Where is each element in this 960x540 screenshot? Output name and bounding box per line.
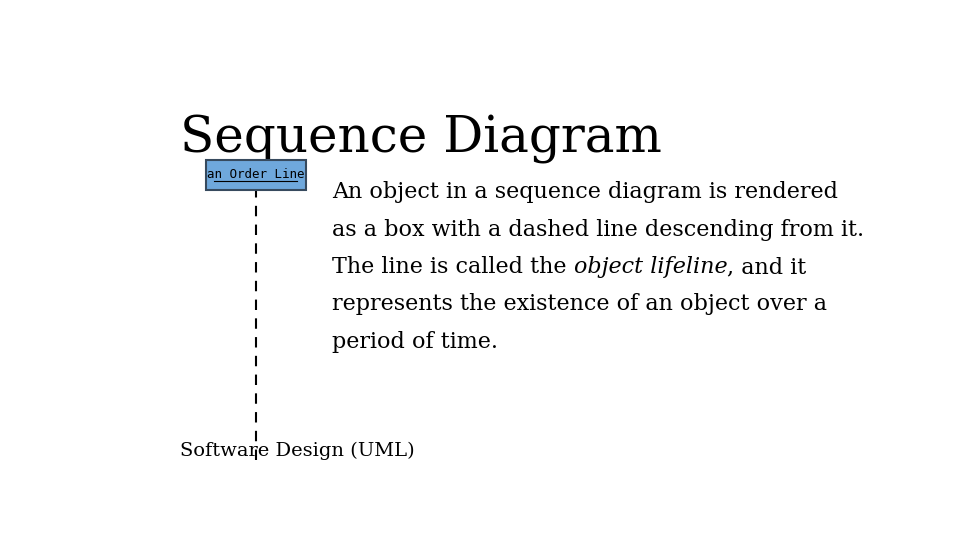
Text: as a box with a dashed line descending from it.: as a box with a dashed line descending f…: [332, 219, 864, 241]
Text: The line is called the: The line is called the: [332, 256, 574, 278]
Text: period of time.: period of time.: [332, 331, 498, 353]
Text: represents the existence of an object over a: represents the existence of an object ov…: [332, 294, 827, 315]
Text: An object in a sequence diagram is rendered: An object in a sequence diagram is rende…: [332, 181, 838, 203]
Text: an Order Line: an Order Line: [207, 168, 304, 181]
Text: Sequence Diagram: Sequence Diagram: [180, 114, 661, 164]
Text: , and it: , and it: [728, 256, 806, 278]
FancyBboxPatch shape: [205, 160, 306, 190]
Text: object lifeline: object lifeline: [574, 256, 728, 278]
Text: Software Design (UML): Software Design (UML): [180, 442, 414, 460]
